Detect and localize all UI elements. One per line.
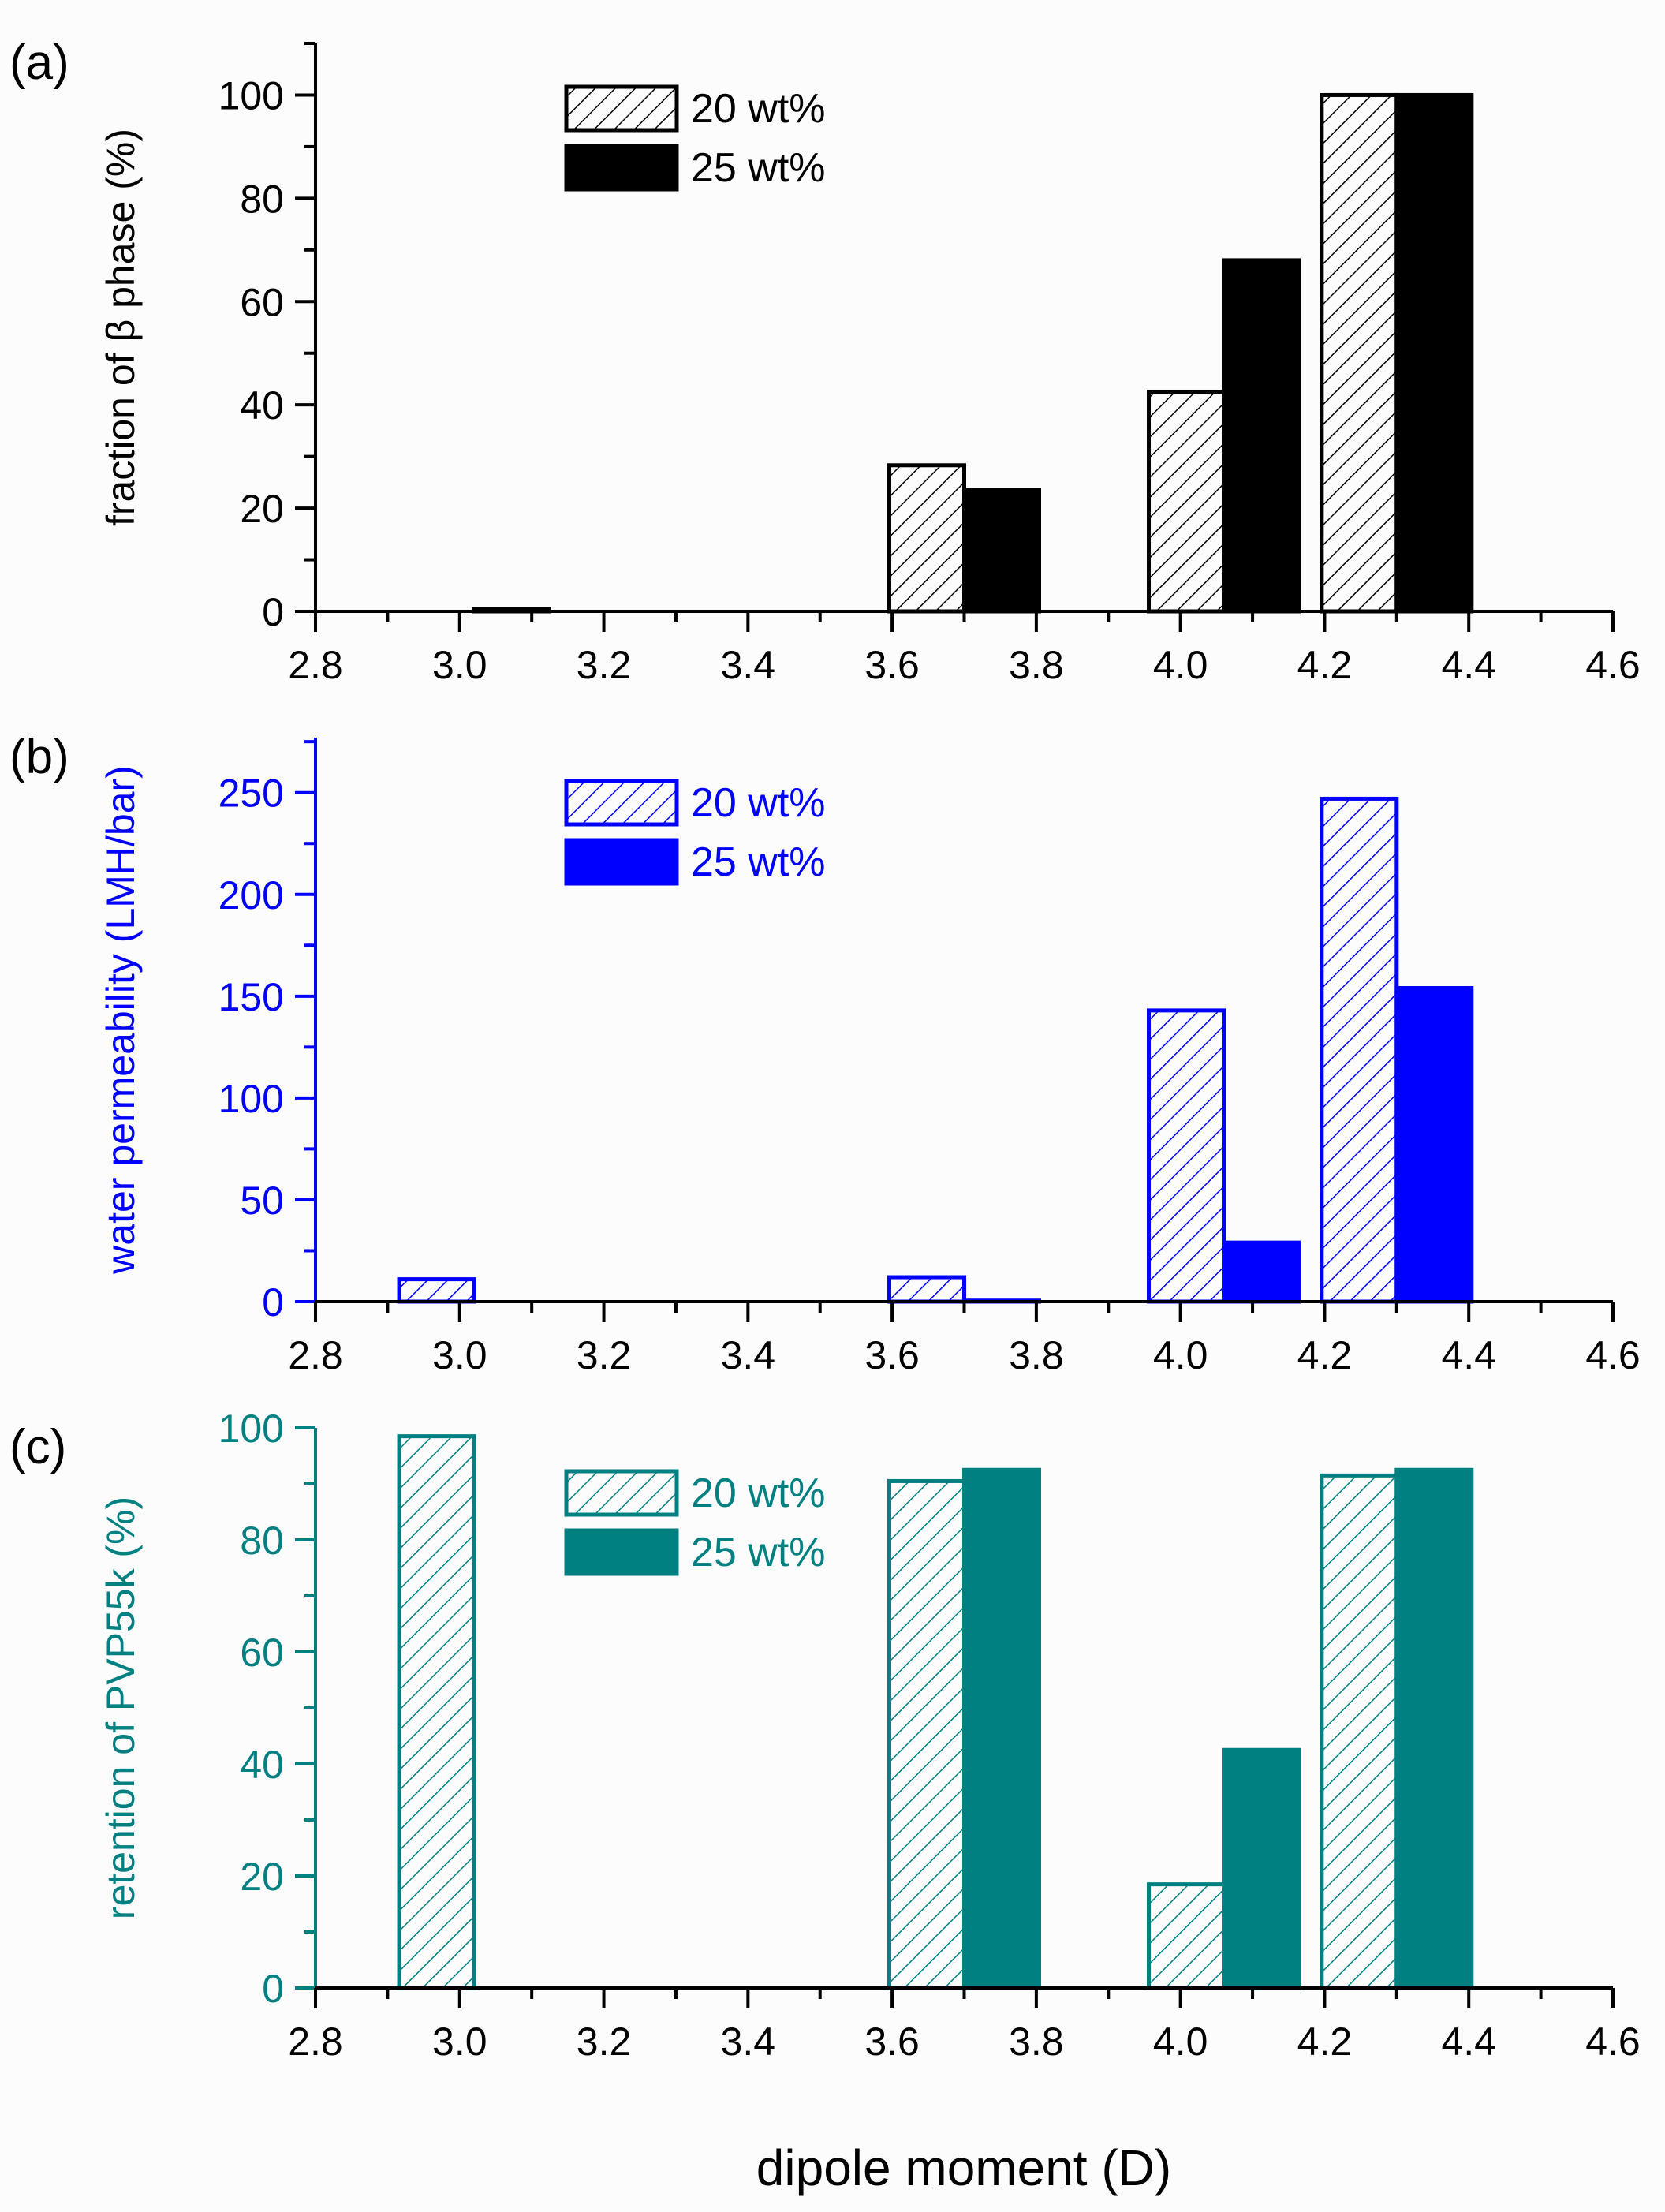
x-tick-label: 4.2 xyxy=(1297,1333,1353,1377)
y-tick-label: 20 xyxy=(240,1855,284,1899)
x-tick-label: 4.4 xyxy=(1441,643,1496,687)
bar-solid xyxy=(1222,1240,1301,1304)
y-tick-label: 20 xyxy=(240,487,284,531)
x-tick-label: 4.0 xyxy=(1153,1333,1208,1377)
x-tick-label: 3.0 xyxy=(432,2020,487,2064)
bar-solid xyxy=(962,1467,1041,1990)
legend-swatch-solid xyxy=(564,1528,679,1576)
x-tick-label: 3.4 xyxy=(721,2020,776,2064)
bar-hatched xyxy=(1320,92,1399,614)
y-axis-label: fraction of β phase (%) xyxy=(99,129,143,526)
legend-swatch-hatched xyxy=(564,1469,679,1517)
y-tick-label: 0 xyxy=(262,590,284,634)
bar-hatched xyxy=(1320,1473,1399,1990)
panel-c: (c) 0 20 40 60 80 100 2.8 3.0 3.2 3.4 3.6 3.8 4.0 4.2 4… xyxy=(9,1407,1641,2064)
panel-a: (a) 0 20 40 60 80 100 2.8 3.0 3.2 3.4 3.6 3.8 4.0 4.2 4… xyxy=(9,35,1641,687)
x-tick-label: 2.8 xyxy=(288,2020,343,2064)
bar-solid xyxy=(1222,1747,1301,1990)
x-tick-label: 2.8 xyxy=(288,1333,343,1377)
legend-label: 20 wt% xyxy=(691,1470,826,1516)
x-tick-label: 4.2 xyxy=(1297,643,1353,687)
bar-solid xyxy=(1394,1467,1474,1990)
x-tick-label: 3.8 xyxy=(1009,2020,1064,2064)
bar-hatched xyxy=(887,1478,966,1990)
legend-label: 20 wt% xyxy=(691,86,826,132)
x-tick-label: 3.8 xyxy=(1009,643,1064,687)
legend-swatch-solid xyxy=(564,838,679,886)
x-tick-label: 4.0 xyxy=(1153,2020,1208,2064)
x-tick-label: 3.4 xyxy=(721,643,776,687)
legend-label: 25 wt% xyxy=(691,839,826,885)
legend-swatch-solid xyxy=(564,144,679,192)
x-tick-label: 3.2 xyxy=(577,2020,632,2064)
y-tick-label: 60 xyxy=(240,1631,284,1675)
y-tick-label: 100 xyxy=(218,1077,284,1121)
bar-hatched xyxy=(397,1434,476,1990)
x-tick-label: 3.4 xyxy=(721,1333,776,1377)
y-tick-label: 80 xyxy=(240,1519,284,1563)
y-tick-label: 250 xyxy=(218,772,284,816)
y-tick-label: 100 xyxy=(218,73,284,118)
legend-swatch-hatched xyxy=(564,779,679,827)
legend-swatch-hatched xyxy=(564,84,679,133)
bar-hatched xyxy=(887,463,966,614)
bar-hatched xyxy=(397,1277,476,1304)
legend-label: 20 wt% xyxy=(691,780,826,826)
bar-solid xyxy=(1394,985,1474,1304)
y-axis-label: water permeability (LMH/bar) xyxy=(99,765,143,1275)
panel-label: (b) xyxy=(9,730,69,784)
x-tick-label: 4.4 xyxy=(1441,2020,1496,2064)
x-tick-label: 4.6 xyxy=(1585,2020,1641,2064)
x-tick-label: 3.2 xyxy=(577,1333,632,1377)
bar-hatched xyxy=(1147,1882,1226,1990)
x-tick-label: 3.6 xyxy=(864,643,920,687)
bar-hatched xyxy=(887,1275,966,1304)
panel-label: (c) xyxy=(9,1420,66,1474)
y-tick-label: 40 xyxy=(240,383,284,428)
y-tick-label: 0 xyxy=(262,1967,284,2011)
x-tick-label: 3.6 xyxy=(864,1333,920,1377)
x-tick-label: 4.6 xyxy=(1585,643,1641,687)
x-tick-label: 3.0 xyxy=(432,643,487,687)
y-tick-label: 60 xyxy=(240,280,284,324)
y-tick-label: 200 xyxy=(218,873,284,917)
y-tick-label: 50 xyxy=(240,1179,284,1223)
panel-label: (a) xyxy=(9,35,69,90)
x-tick-label: 3.6 xyxy=(864,2020,920,2064)
bar-solid xyxy=(962,488,1041,614)
bar-hatched xyxy=(1147,390,1226,614)
panel-b: (b) 0 50 100 150 200 250 2.8 3.0 3.2 3.4 3.6 3.8 4.0 4… xyxy=(9,730,1641,1377)
bar-solid xyxy=(1394,92,1474,614)
legend-label: 25 wt% xyxy=(691,145,826,191)
y-tick-label: 80 xyxy=(240,177,284,221)
x-tick-label: 3.2 xyxy=(577,643,632,687)
x-axis-label: dipole moment (D) xyxy=(756,2139,1171,2196)
y-tick-label: 40 xyxy=(240,1743,284,1787)
x-tick-label: 3.0 xyxy=(432,1333,487,1377)
bar-hatched xyxy=(1320,796,1399,1304)
bar-solid xyxy=(1222,258,1301,614)
x-tick-label: 3.8 xyxy=(1009,1333,1064,1377)
y-tick-label: 100 xyxy=(218,1407,284,1451)
x-tick-label: 4.2 xyxy=(1297,2020,1353,2064)
y-axis-label: retention of PVP55k (%) xyxy=(99,1496,143,1919)
y-tick-label: 150 xyxy=(218,975,284,1019)
y-tick-label: 0 xyxy=(262,1280,284,1325)
x-tick-label: 4.6 xyxy=(1585,1333,1641,1377)
x-tick-label: 4.4 xyxy=(1441,1333,1496,1377)
legend-label: 25 wt% xyxy=(691,1530,826,1575)
bar-hatched xyxy=(1147,1008,1226,1304)
x-tick-label: 2.8 xyxy=(288,643,343,687)
x-tick-label: 4.0 xyxy=(1153,643,1208,687)
